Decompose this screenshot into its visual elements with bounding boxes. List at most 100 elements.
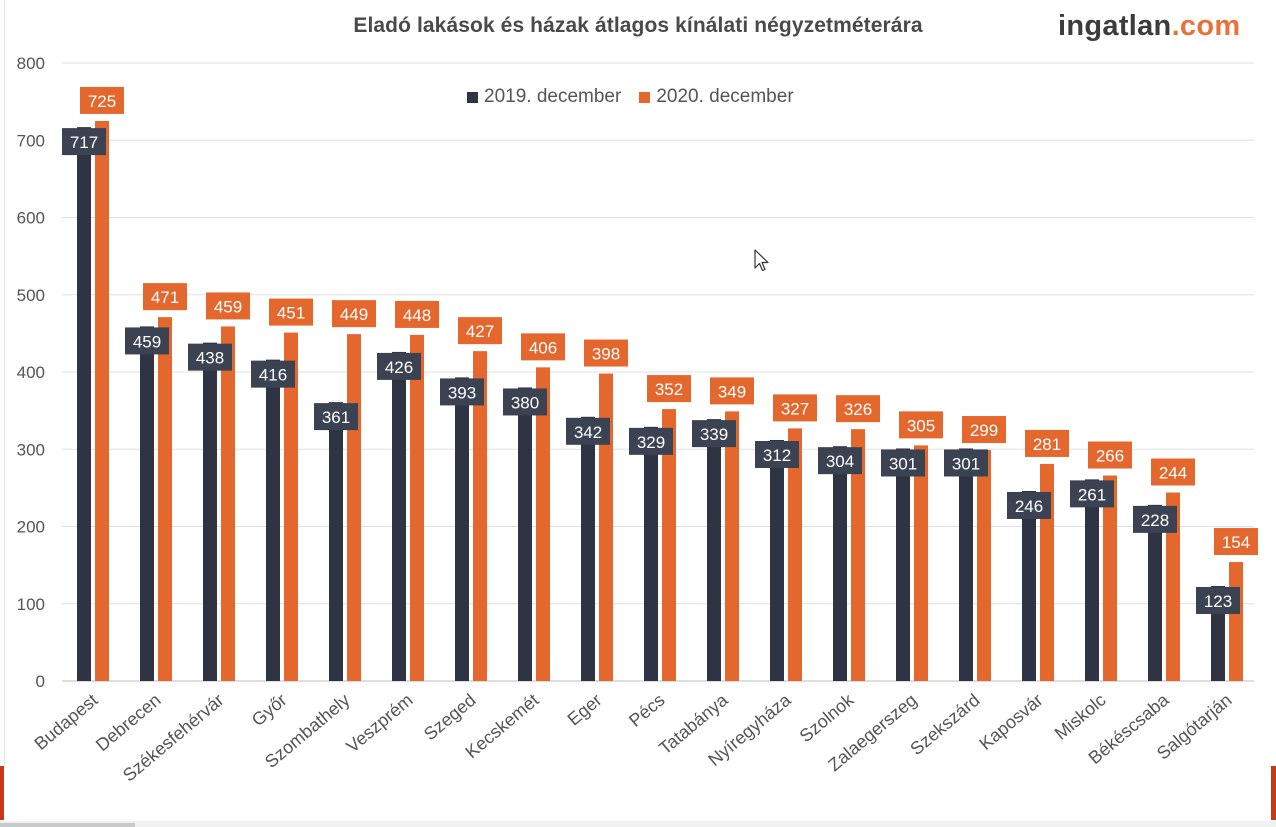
data-label-2019: 261 — [1078, 485, 1106, 504]
data-label-box-2020 — [395, 300, 439, 328]
data-label-box-2019 — [881, 449, 925, 477]
y-tick-label: 200 — [17, 518, 45, 537]
category-label: Kaposvár — [975, 690, 1046, 754]
data-label-box-2019 — [251, 360, 295, 388]
bar-2019 — [581, 416, 595, 681]
category-label: Budapest — [30, 690, 101, 754]
data-label-2020: 451 — [277, 304, 305, 323]
legend-label-2020: 2020. december — [656, 86, 794, 107]
category-label: Veszprém — [342, 690, 416, 757]
data-label-box-2019 — [314, 403, 358, 431]
data-label-2019: 393 — [448, 383, 476, 402]
bar-2019 — [770, 439, 784, 681]
bar-2019 — [1022, 490, 1036, 681]
data-label-2019: 339 — [700, 425, 728, 444]
data-label-2020: 471 — [151, 288, 179, 307]
y-tick-label: 700 — [17, 131, 45, 150]
chart-title: Eladó lakások és házak átlagos kínálati … — [353, 14, 923, 37]
data-label-box-2020 — [710, 377, 754, 405]
data-label-box-2019 — [1007, 491, 1051, 519]
category-label: Pécs — [625, 690, 669, 731]
bar-2020 — [914, 445, 928, 681]
data-label-box-2020 — [962, 416, 1006, 444]
data-label-box-2019 — [818, 447, 862, 475]
data-label-2020: 299 — [970, 421, 998, 440]
data-label-box-2019 — [62, 128, 106, 156]
data-label-2020: 326 — [844, 400, 872, 419]
bar-2020 — [473, 351, 487, 681]
data-label-box-2019 — [188, 343, 232, 371]
data-label-2020: 725 — [88, 92, 116, 111]
data-label-box-2019 — [629, 427, 673, 455]
data-label-box-2020 — [584, 339, 628, 367]
bar-2020 — [725, 411, 739, 681]
data-label-2019: 459 — [133, 332, 161, 351]
data-label-2019: 717 — [70, 133, 98, 152]
data-label-2019: 246 — [1015, 497, 1043, 516]
bar-2019 — [1085, 479, 1099, 681]
data-label-box-2019 — [1133, 505, 1177, 533]
bar-2019 — [266, 359, 280, 681]
bar-2019 — [140, 326, 154, 681]
data-label-2020: 448 — [403, 306, 431, 325]
bar-2020 — [599, 373, 613, 681]
legend-item-2020: 2020. december — [639, 86, 794, 108]
y-tick-label: 600 — [17, 209, 45, 228]
data-label-box-2020 — [647, 375, 691, 403]
data-label-box-2019 — [125, 327, 169, 355]
data-label-box-2019 — [1196, 586, 1240, 614]
bar-2020 — [347, 334, 361, 681]
data-label-box-2020 — [80, 86, 124, 114]
data-label-2020: 305 — [907, 416, 935, 435]
data-label-2020: 327 — [781, 399, 809, 418]
bar-2020 — [851, 429, 865, 681]
bar-2019 — [392, 351, 406, 681]
y-tick-label: 300 — [17, 440, 45, 459]
brand-logo: ingatlan.com — [1058, 10, 1240, 43]
data-label-box-2019 — [944, 449, 988, 477]
horizontal-scrollbar[interactable] — [0, 823, 135, 827]
data-label-2020: 449 — [340, 305, 368, 324]
data-label-2019: 123 — [1204, 592, 1232, 611]
data-label-2019: 329 — [637, 433, 665, 452]
data-label-2020: 427 — [466, 322, 494, 341]
legend-swatch-2019 — [467, 91, 478, 103]
data-label-2019: 312 — [763, 446, 791, 465]
bar-2019 — [77, 127, 91, 682]
bottom-strip — [0, 821, 1276, 827]
frame-border — [4, 0, 5, 766]
data-label-box-2019 — [440, 378, 484, 406]
data-label-box-2020 — [458, 317, 502, 345]
data-label-2020: 244 — [1159, 464, 1187, 483]
data-label-2019: 426 — [385, 358, 413, 377]
data-label-2020: 349 — [718, 382, 746, 401]
legend-label-2019: 2019. december — [484, 86, 622, 107]
bar-2020 — [977, 450, 991, 681]
bar-2019 — [959, 448, 973, 681]
legend-swatch-2020 — [639, 91, 651, 103]
data-label-box-2020 — [1088, 441, 1132, 469]
category-label: Szeged — [420, 690, 480, 745]
category-label: Szolnok — [796, 689, 859, 746]
left-edge-accent — [0, 766, 4, 820]
data-label-box-2020 — [269, 298, 313, 326]
data-label-box-2020 — [143, 283, 187, 311]
bar-2019 — [329, 402, 343, 681]
data-label-box-2019 — [566, 417, 610, 445]
bar-2019 — [707, 419, 721, 681]
data-label-box-2020 — [1025, 429, 1069, 457]
data-label-box-2020 — [1151, 458, 1195, 486]
data-label-2019: 228 — [1141, 511, 1169, 530]
bar-2020 — [95, 120, 109, 681]
bar-2019 — [896, 448, 910, 681]
legend-item-2019: 2019. december — [467, 86, 621, 108]
y-tick-label: 500 — [17, 286, 45, 305]
category-label: Szekszárd — [906, 690, 983, 759]
right-edge-accent — [1271, 766, 1276, 820]
data-label-2019: 361 — [322, 408, 350, 427]
data-label-box-2020 — [899, 411, 943, 439]
data-label-2019: 438 — [196, 349, 224, 368]
data-label-2019: 301 — [952, 454, 980, 473]
